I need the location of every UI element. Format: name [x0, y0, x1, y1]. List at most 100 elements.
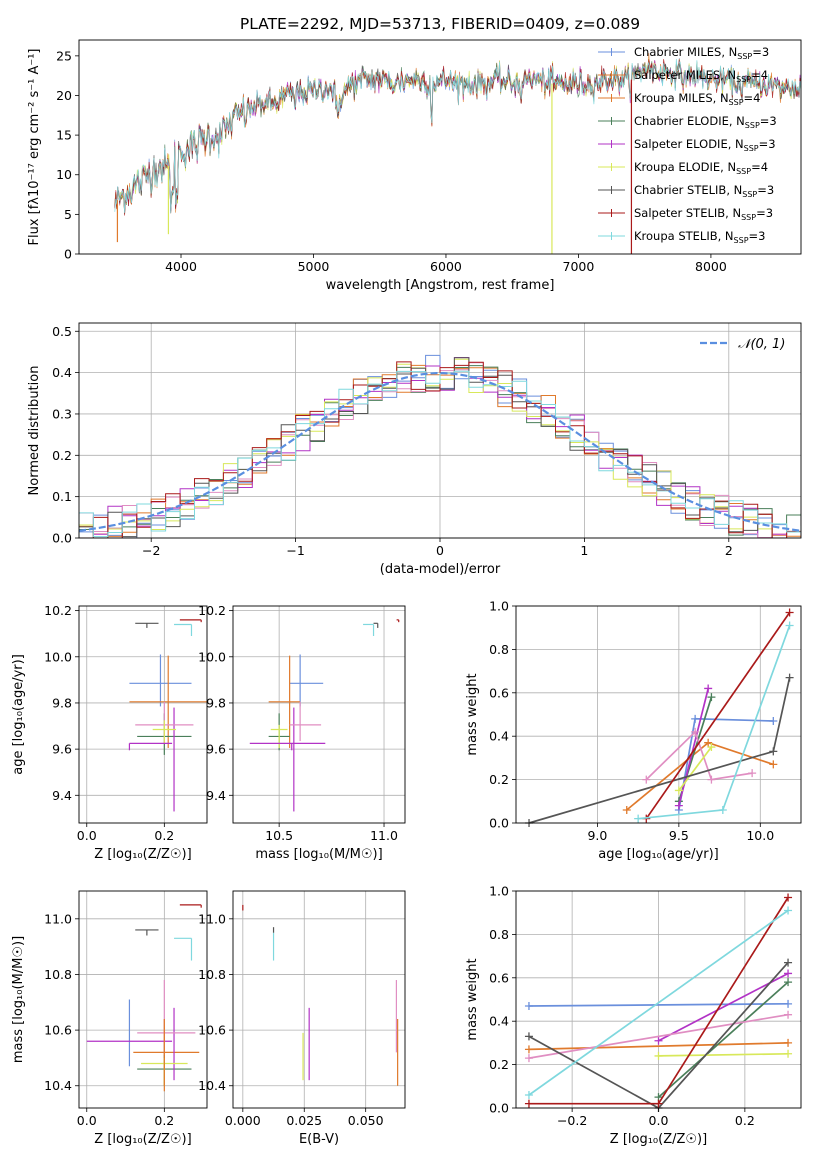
- weight-marker: [674, 786, 683, 795]
- weight-marker: [748, 769, 757, 778]
- y-axis-label: mass weight: [465, 958, 480, 1040]
- legend-entry: Salpeter MILES, NSSP=4: [634, 68, 768, 84]
- spectrum-line: [114, 58, 801, 214]
- x-tick-label: 0.000: [225, 1113, 261, 1128]
- x-tick-label: 0.025: [286, 1113, 322, 1128]
- weight-line: [658, 1052, 789, 1057]
- x-axis-label: mass [log₁₀(M/M☉)]: [255, 847, 382, 862]
- weight-series: [524, 893, 793, 1108]
- weight-marker: [769, 717, 778, 726]
- weight-series: [524, 1038, 793, 1054]
- weight-marker: [784, 906, 793, 915]
- x-tick-label: 4000: [165, 259, 197, 274]
- weight-series: [674, 684, 713, 810]
- x-axis-label: Z [log₁₀(Z/Z☉)]: [94, 1132, 191, 1147]
- residuals-panel: 𝒩(0, 1) −2 −1 0 1 2 0.0 0.1 0.2 0.3 0.4 0.5 (data-mo…: [27, 322, 802, 577]
- axes-frame: [78, 890, 208, 1109]
- y-tick-label: 10.6: [44, 1023, 72, 1038]
- x-tick-label: 0.0: [649, 1113, 669, 1128]
- legend: Chabrier MILES, NSSP=3 Salpeter MILES, NS…: [598, 45, 777, 245]
- y-tick-label: 0.2: [489, 772, 509, 787]
- x-tick-label: 9.0: [587, 828, 607, 843]
- y-axis-label: Flux [fλ10⁻¹⁷ erg cm⁻² s⁻¹ A⁻¹]: [27, 49, 42, 246]
- legend-entry: Chabrier STELIB, NSSP=3: [634, 183, 774, 199]
- legend-entry: Salpeter STELIB, NSSP=3: [634, 206, 773, 222]
- x-tick-label: 1: [580, 543, 588, 558]
- weight-line: [645, 612, 791, 820]
- x-tick-label: 0.2: [735, 1113, 755, 1128]
- weight-series: [524, 999, 793, 1011]
- weight-marker: [784, 978, 793, 987]
- x-axis-label: wavelength [Angstrom, rest frame]: [326, 278, 555, 293]
- errorbar-point: [174, 937, 193, 961]
- weight-vs-age-panel: 9.0 9.5 10.0 0.0 0.2 0.4 0.6 0.8 1.0 age [log₁₀(a…: [465, 599, 802, 862]
- y-tick-label: 10.2: [198, 603, 226, 618]
- weight-marker: [524, 1054, 533, 1063]
- weight-marker: [785, 673, 794, 682]
- weight-marker: [524, 1045, 533, 1054]
- y-tick-label: 10.6: [198, 1023, 226, 1038]
- x-tick-label: 0.2: [154, 828, 174, 843]
- y-tick-label: 10.2: [44, 603, 72, 618]
- y-tick-label: 9.8: [52, 695, 72, 710]
- y-tick-label: 9.6: [52, 742, 72, 757]
- axes-frame: [78, 39, 802, 255]
- legend-entry: Chabrier ELODIE, NSSP=3: [634, 114, 777, 130]
- weight-line: [528, 1042, 789, 1051]
- y-axis-label: Normed distribution: [27, 366, 42, 496]
- weight-line: [658, 972, 789, 1042]
- y-tick-label: 10.0: [198, 649, 226, 664]
- weight-marker: [784, 958, 793, 967]
- errorbar-point: [179, 619, 202, 623]
- axes-frame: [515, 605, 802, 824]
- weight-marker: [654, 1036, 663, 1045]
- x-axis-label: E(B-V): [299, 1132, 339, 1147]
- legend-entry: Kroupa ELODIE, NSSP=4: [634, 160, 768, 176]
- y-tick-label: 5: [64, 207, 72, 222]
- errorbar-point: [289, 701, 322, 742]
- weight-vs-Z-panel: −0.2 0.0 0.2 0.0 0.2 0.4 0.6 0.8 1.0 Z [log₁₀(Z/Z…: [465, 884, 802, 1147]
- weight-marker: [524, 1032, 533, 1041]
- weight-marker: [704, 738, 713, 747]
- weight-marker: [769, 747, 778, 756]
- weight-marker: [784, 969, 793, 978]
- weight-marker: [634, 814, 643, 823]
- x-axis-label: (data-model)/error: [380, 562, 501, 577]
- spectrum-lines: [114, 53, 801, 254]
- x-tick-label: 2: [725, 543, 733, 558]
- y-tick-label: 0.8: [489, 927, 509, 942]
- weight-marker: [784, 999, 793, 1008]
- x-tick-label: −2: [142, 543, 160, 558]
- errorbar-point: [133, 1018, 200, 1086]
- errorbar-point: [129, 655, 207, 748]
- weight-series: [634, 621, 794, 823]
- y-tick-label: 11.0: [198, 911, 226, 926]
- errorbar-point: [268, 655, 301, 748]
- weight-line: [657, 981, 789, 1098]
- weight-marker: [524, 1090, 533, 1099]
- x-tick-label: 11.0: [370, 828, 398, 843]
- x-tick-label: 0.050: [348, 1113, 384, 1128]
- mass-vs-EBV-panel: 0.000 0.025 0.050 10.4 10.6 10.8 11.0 E(B-V): [198, 890, 406, 1147]
- weight-marker: [784, 893, 793, 902]
- y-tick-label: 1.0: [489, 599, 509, 614]
- weight-line: [678, 746, 713, 792]
- weight-marker: [769, 760, 778, 769]
- figure-title: PLATE=2292, MJD=53713, FIBERID=0409, z=0…: [240, 15, 640, 33]
- weight-series: [524, 906, 793, 1099]
- x-axis-label: age [log₁₀(age/yr)]: [598, 847, 719, 862]
- histograms: [79, 354, 801, 538]
- weight-marker: [704, 684, 713, 693]
- spectrum-panel: 4000 5000 6000 7000 8000 0 5 10 15 20 25 wavelength…: [27, 39, 802, 293]
- weight-line: [528, 909, 789, 1096]
- gaussian-curve: [79, 372, 801, 532]
- y-tick-label: 0.5: [52, 324, 72, 339]
- weight-marker: [654, 1051, 663, 1060]
- x-tick-label: 10.0: [746, 828, 774, 843]
- weight-marker: [524, 1099, 533, 1108]
- legend-entry: Kroupa MILES, NSSP=4: [634, 91, 760, 107]
- y-tick-label: 10.4: [44, 1078, 72, 1093]
- age-vs-Z-panel: 0.0 0.2 9.4 9.6 9.8 10.0 10.2 Z [log₁₀(Z/Z☉)] ag…: [11, 603, 208, 862]
- errorbar-point: [249, 742, 326, 751]
- errorbar-point: [270, 724, 288, 748]
